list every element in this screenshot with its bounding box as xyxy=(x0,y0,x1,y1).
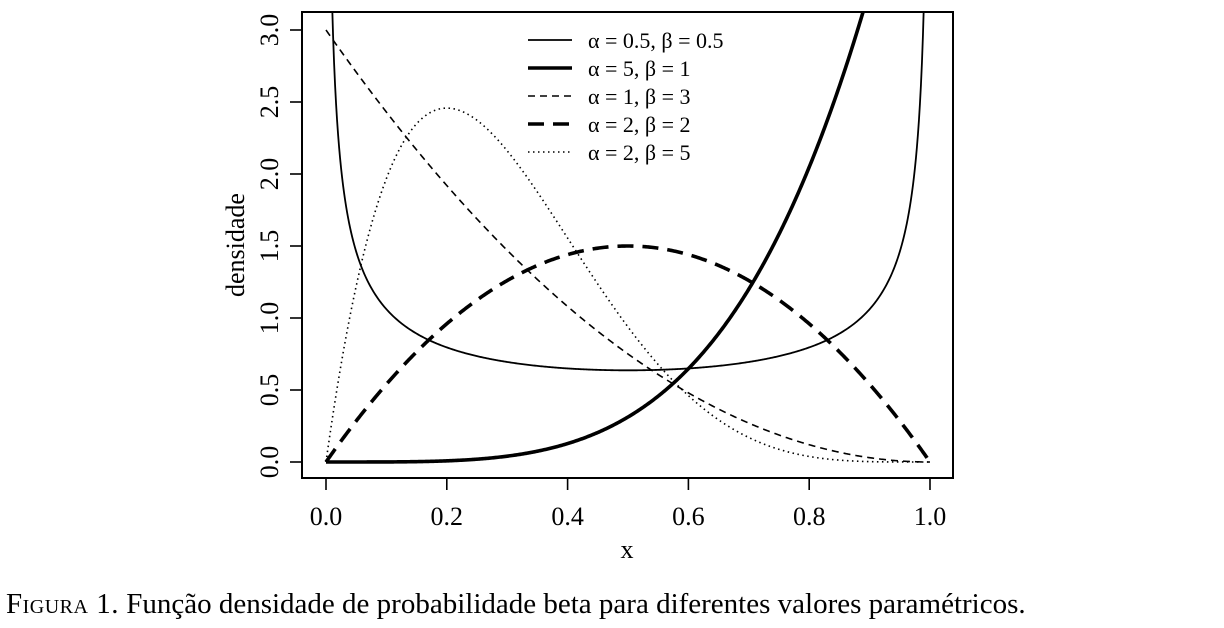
x-axis: 0.0 0.2 0.4 0.6 0.8 1.0 xyxy=(310,478,947,531)
y-axis-label: densidade xyxy=(221,193,250,297)
y-tick-label: 1.5 xyxy=(255,230,284,263)
figure-caption-label: Figura 1. xyxy=(6,588,119,620)
y-tick-label: 2.5 xyxy=(255,86,284,119)
series-curves xyxy=(324,13,932,464)
series-line-4 xyxy=(324,244,932,464)
y-tick-label: 0.5 xyxy=(255,374,284,407)
figure-caption-text: Função densidade de probabilidade beta p… xyxy=(126,588,1026,620)
x-tick-label: 0.8 xyxy=(793,502,826,531)
x-axis-label: x xyxy=(621,535,634,564)
x-tick-label: 0.2 xyxy=(431,502,464,531)
legend-label-4: α = 2, β = 2 xyxy=(588,112,691,137)
series-line-2 xyxy=(325,13,865,464)
x-tick-label: 1.0 xyxy=(914,502,947,531)
x-tick-label: 0.0 xyxy=(310,502,343,531)
y-tick-label: 3.0 xyxy=(255,14,284,47)
legend: α = 0.5, β = 0.5 α = 5, β = 1 α = 1, β = 3… xyxy=(528,28,724,165)
figure-caption: Figura 1. Função densidade de probabilid… xyxy=(6,588,1220,621)
y-tick-label: 2.0 xyxy=(255,158,284,191)
x-tick-label: 0.6 xyxy=(672,502,705,531)
legend-label-2: α = 5, β = 1 xyxy=(588,56,691,81)
x-tick-label: 0.4 xyxy=(551,502,584,531)
plot-frame xyxy=(301,11,954,479)
y-tick-label: 0.0 xyxy=(255,446,284,479)
legend-label-1: α = 0.5, β = 0.5 xyxy=(588,28,724,53)
y-tick-label: 1.0 xyxy=(255,302,284,335)
series-line-1 xyxy=(331,13,925,372)
legend-label-5: α = 2, β = 5 xyxy=(588,140,691,165)
y-axis: 0.0 0.5 1.0 1.5 2.0 2.5 3.0 xyxy=(255,14,302,479)
beta-density-chart: 0.0 0.2 0.4 0.6 0.8 1.0 0.0 0.5 1.0 1.5 2.0 2.5 3.0… xyxy=(221,11,954,564)
legend-label-3: α = 1, β = 3 xyxy=(588,84,691,109)
series-line-3 xyxy=(325,29,930,463)
